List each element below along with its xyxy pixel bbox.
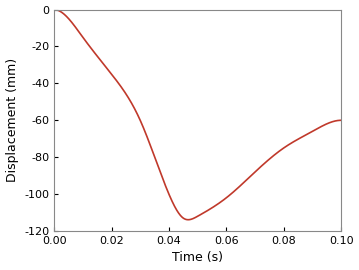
X-axis label: Time (s): Time (s) [172, 251, 223, 264]
Y-axis label: Displacement (mm): Displacement (mm) [5, 58, 19, 182]
